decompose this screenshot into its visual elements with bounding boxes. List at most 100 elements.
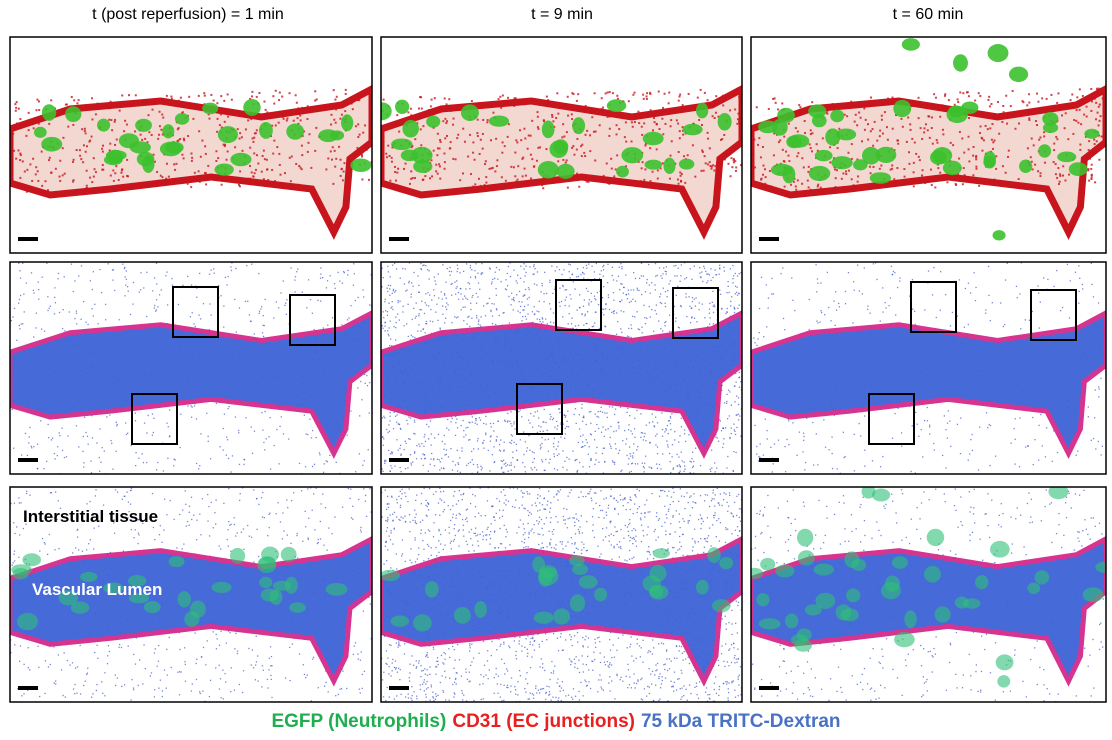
speckle [391, 161, 393, 163]
speckle [470, 309, 471, 310]
speckle [568, 323, 569, 324]
speckle [182, 111, 184, 113]
speckle [418, 108, 420, 110]
speckle [398, 300, 399, 301]
speckle [395, 290, 396, 291]
speckle [531, 120, 533, 122]
speckle [728, 390, 729, 391]
speckle [425, 302, 426, 303]
speckle [612, 460, 613, 461]
speckle [283, 280, 284, 281]
speckle [530, 177, 532, 179]
speckle [525, 289, 526, 290]
speckle [852, 184, 854, 186]
speckle [543, 431, 544, 432]
speckle [950, 325, 951, 326]
speckle [431, 175, 433, 177]
speckle [699, 302, 700, 303]
speckle [16, 101, 18, 103]
speckle [1099, 104, 1101, 106]
speckle [607, 92, 609, 94]
speckle [603, 448, 604, 449]
speckle [49, 308, 50, 309]
speckle [709, 303, 710, 304]
speckle [1019, 293, 1020, 294]
speckle [116, 451, 117, 452]
speckle [389, 294, 390, 295]
speckle [670, 429, 671, 430]
speckle [496, 165, 498, 167]
speckle [414, 451, 415, 452]
speckle [225, 277, 226, 278]
speckle [215, 150, 217, 152]
speckle [1095, 389, 1096, 390]
speckle [681, 452, 682, 453]
speckle [419, 96, 421, 98]
speckle [963, 174, 965, 176]
speckle [461, 309, 462, 310]
speckle [571, 113, 573, 115]
speckle [456, 137, 458, 139]
speckle [405, 468, 406, 469]
speckle [158, 180, 160, 182]
speckle [700, 89, 702, 91]
speckle [651, 309, 652, 310]
speckle [362, 289, 363, 290]
speckle [621, 299, 622, 300]
speckle [736, 396, 737, 397]
speckle [607, 282, 608, 283]
speckle [476, 418, 477, 419]
speckle [684, 429, 685, 430]
speckle [959, 279, 960, 280]
speckle [1035, 120, 1037, 122]
speckle [496, 295, 497, 296]
speckle [621, 470, 622, 471]
speckle [454, 281, 455, 282]
speckle [236, 331, 237, 332]
microscopy-panel [751, 262, 1107, 474]
speckle [968, 136, 970, 138]
speckle [620, 263, 621, 264]
speckle [105, 304, 106, 305]
speckle [864, 466, 865, 467]
speckle [110, 119, 112, 121]
speckle [384, 417, 385, 418]
speckle [551, 114, 553, 116]
speckle [444, 435, 445, 436]
speckle [18, 302, 19, 303]
speckle [662, 273, 663, 274]
speckle [519, 291, 520, 292]
speckle [102, 169, 104, 171]
speckle [910, 471, 911, 472]
speckle [656, 313, 657, 314]
speckle [727, 94, 729, 96]
speckle [290, 267, 291, 268]
speckle [1043, 131, 1045, 133]
speckle [585, 105, 587, 107]
speckle [679, 94, 681, 96]
speckle [96, 442, 97, 443]
speckle [554, 468, 555, 469]
speckle [704, 92, 706, 94]
speckle [217, 157, 219, 159]
speckle [281, 96, 283, 98]
speckle [14, 308, 15, 309]
speckle [661, 118, 663, 120]
speckle [864, 415, 865, 416]
speckle [156, 263, 157, 264]
speckle [591, 116, 593, 118]
speckle [699, 272, 700, 273]
speckle [290, 180, 292, 182]
speckle [713, 312, 714, 313]
speckle [784, 446, 785, 447]
speckle [579, 294, 580, 295]
speckle [179, 447, 180, 448]
speckle [243, 464, 244, 465]
speckle [880, 321, 881, 322]
speckle [239, 464, 240, 465]
speckle [722, 157, 724, 159]
speckle [518, 182, 520, 184]
speckle [524, 466, 525, 467]
speckle [616, 312, 617, 313]
speckle [933, 267, 934, 268]
